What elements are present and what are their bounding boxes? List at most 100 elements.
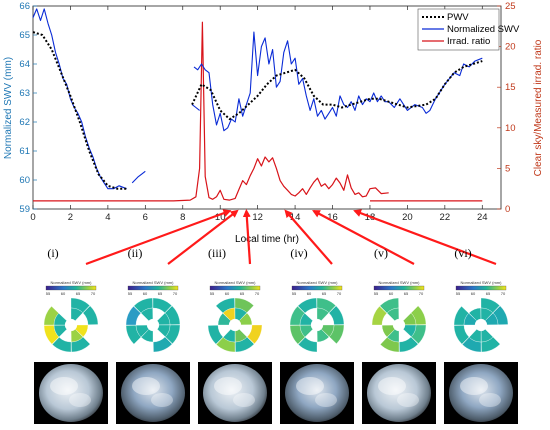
x-tick-label: 22 (440, 212, 451, 223)
polar-wedge-outer (52, 337, 72, 353)
y-right-tick-label: 20 (505, 42, 516, 53)
polar-wedge-inner (316, 328, 330, 343)
inset-panel: Normalized SWV (mm) 55 60 65 70 (198, 280, 272, 424)
y-axis-left-label: Normalized SWV (mm) (3, 57, 14, 159)
sky-image (367, 364, 431, 422)
polar-wedge-outer (82, 305, 99, 325)
series-line-normalized-swv-seg1 (131, 170, 146, 184)
colorbar (209, 285, 261, 291)
annotation-label: (v) (374, 246, 388, 260)
legend-irrad: Irrad. ratio (447, 36, 490, 47)
colorbar-tick-label: 65 (404, 291, 409, 296)
colorbar-title: Normalized SWV (mm) (133, 280, 175, 285)
sky-image-cloud (151, 393, 173, 407)
polar-wedge-outer (152, 297, 172, 313)
colorbar-tick-label: 70 (419, 291, 424, 296)
y-left-tick-label: 63 (19, 88, 30, 99)
polar-wedge-outer (207, 325, 224, 345)
polar-wedge-inner (386, 307, 400, 322)
polar-wedge-inner (403, 324, 417, 338)
sky-image (121, 364, 185, 422)
y-right-tick-label: 10 (505, 123, 516, 134)
legend-pwv: PWV (447, 12, 469, 23)
colorbar-tick-label: 65 (486, 291, 491, 296)
polar-wedge-outer (297, 297, 317, 314)
series-line-irrad-ratio-seg0 (33, 21, 389, 202)
annotation-arrow (167, 209, 239, 265)
sky-image-cloud (296, 377, 324, 395)
x-tick-label: 0 (30, 212, 35, 223)
polar-wedge-inner (222, 307, 236, 322)
colorbar-tick-label: 65 (158, 291, 163, 296)
sky-image-cloud (233, 393, 255, 407)
colorbar-tick-label: 70 (173, 291, 178, 296)
colorbar-tick-label: 65 (240, 291, 245, 296)
x-tick-label: 12 (252, 212, 263, 223)
y-axis-right: 0 5 10 15 20 25 (497, 1, 516, 215)
x-tick-label: 16 (327, 212, 338, 223)
y-right-tick-label: 15 (505, 82, 516, 93)
colorbar-tick-label: 60 (225, 291, 230, 296)
y-right-tick-label: 5 (505, 163, 510, 174)
inset-layer: Normalized SWV (mm) 55 60 65 70 Normalized SW… (34, 280, 518, 424)
polar-wedge-outer (125, 306, 141, 326)
colorbar-tick-label: 55 (46, 291, 51, 296)
polar-wedge-outer (399, 336, 419, 353)
sky-image (449, 364, 513, 422)
annotation-arrow (353, 209, 497, 266)
polar-wedge-inner (222, 329, 236, 343)
inset-panel: Normalized SWV (mm) 55 60 65 70 (116, 280, 190, 424)
colorbar (291, 285, 343, 291)
x-tick-label: 20 (402, 212, 413, 223)
annotation-label: (iv) (290, 246, 307, 260)
y-right-tick-label: 0 (505, 204, 510, 215)
sky-image (285, 364, 349, 422)
series-line-normalized-swv-seg2 (191, 104, 200, 111)
polar-wedge-outer (153, 336, 173, 353)
polar-wedge-inner (468, 307, 482, 322)
x-tick-label: 4 (105, 212, 110, 223)
sky-image (39, 364, 103, 422)
polar-wedge-outer (453, 325, 470, 345)
x-tick-label: 8 (180, 212, 185, 223)
colorbar-tick-label: 60 (471, 291, 476, 296)
polar-wedge-inner (157, 324, 171, 338)
annotation-label: (i) (47, 246, 58, 260)
colorbar-title: Normalized SWV (mm) (461, 280, 503, 285)
sky-image-cloud (479, 393, 501, 407)
colorbar-tick-label: 70 (337, 291, 342, 296)
y-left-tick-label: 59 (19, 204, 30, 215)
colorbar-tick-label: 60 (61, 291, 66, 296)
polar-wedge-inner (53, 312, 67, 326)
sky-image-cloud (315, 393, 337, 407)
polar-wedge-outer (298, 337, 318, 353)
colorbar (127, 285, 179, 291)
sky-image-cloud (50, 377, 78, 395)
series-line-normalized-swv-seg3 (193, 31, 483, 132)
sky-image-cloud (132, 377, 160, 395)
x-tick-label: 6 (143, 212, 148, 223)
colorbar-tick-label: 55 (292, 291, 297, 296)
colorbar-tick-label: 70 (501, 291, 506, 296)
colorbar-tick-label: 60 (307, 291, 312, 296)
y-left-tick-label: 66 (19, 1, 30, 12)
colorbar-tick-label: 65 (322, 291, 327, 296)
colorbar (45, 285, 97, 291)
sky-image (203, 364, 267, 422)
y-left-tick-label: 61 (19, 146, 30, 157)
annotation-arrow (85, 209, 232, 266)
x-tick-label: 10 (215, 212, 226, 223)
inset-panel: Normalized SWV (mm) 55 60 65 70 (280, 280, 354, 424)
colorbar-tick-label: 70 (255, 291, 260, 296)
sky-image-cloud (69, 393, 91, 407)
sky-image-cloud (378, 377, 406, 395)
annotation-layer: (i) (ii) (iii) (iv) (v) (vi) (47, 209, 497, 266)
sky-image-cloud (460, 377, 488, 395)
polar-wedge-inner (468, 329, 482, 343)
polar-wedge-inner (299, 312, 313, 326)
colorbar-tick-label: 60 (389, 291, 394, 296)
colorbar-tick-label: 55 (128, 291, 133, 296)
polar-wedge-inner (238, 312, 253, 326)
annotation-arrow (284, 209, 333, 265)
